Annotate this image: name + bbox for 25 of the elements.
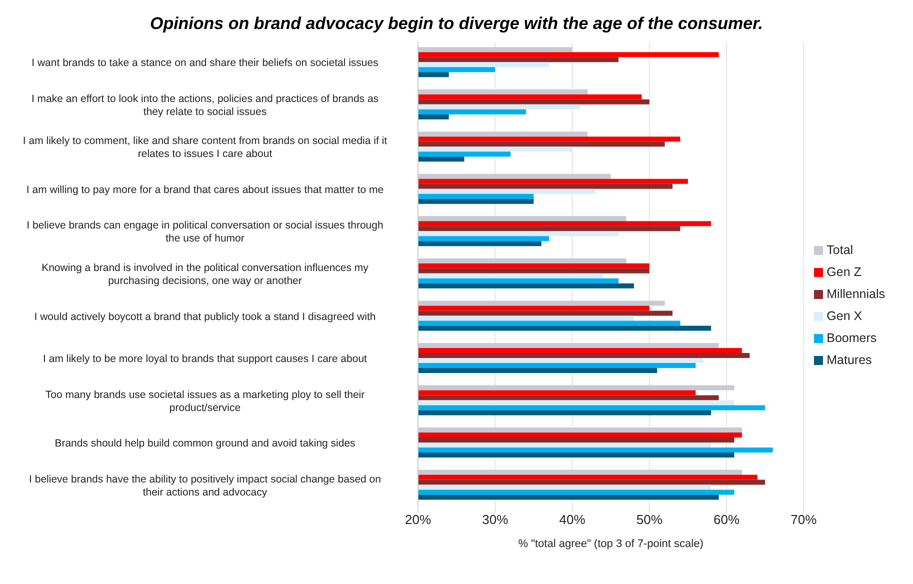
legend-label: Gen Z [826,264,862,278]
y-tick-label: I would actively boycott a brand that publicly took a stand I disagreed with [34,310,376,323]
legend-label: Boomers [826,330,877,344]
x-tick-label: 70% [790,512,818,528]
legend-label: Total [826,242,854,256]
x-tick-label: 50% [636,512,663,528]
legend-label: Gen X [826,308,862,322]
x-tick-label: 20% [404,512,432,528]
y-tick-label: I make an effort to look into the actions, policies and practices of brands as they relate to social issues [31,92,379,118]
y-tick-label: I believe brands have the ability to positively impact social change based on their actions and advocacy [29,473,382,498]
y-tick-label: I am likely to comment, like and share content from brands on social media if it relates to issues I care about [22,134,388,160]
y-tick-label: I am likely to be more loyal to brands that support causes I care about [43,352,368,365]
y-tick-label: Knowing a brand is involved in the political conversation influences my purchasing decisions, one way or another [42,262,370,287]
y-tick-label: Brands should help build common ground and avoid taking sides [54,437,356,450]
y-tick-label: I believe brands can engage in political conversation or social issues through the use of humor [26,220,384,245]
legend-label: Millennials [826,286,885,300]
x-tick-label: 30% [482,512,509,528]
x-tick-label: 60% [713,512,740,528]
legend-label: Matures [826,352,872,366]
y-tick-label: I want brands to take a stance on and share their beliefs on societal issues [32,56,378,69]
y-tick-label: Too many brands use societal issues as a marketing ploy to sell their product/service [45,388,366,414]
chart-title: Opinions on brand advocacy begin to diverge with the age of the consumer. [148,13,764,35]
y-tick-label: I am willing to pay more for a brand that cares about issues that matter to me [26,184,384,196]
x-tick-label: 40% [559,512,586,528]
x-axis-title: % "total agree" (top 3 of 7-point scale) [518,538,704,550]
